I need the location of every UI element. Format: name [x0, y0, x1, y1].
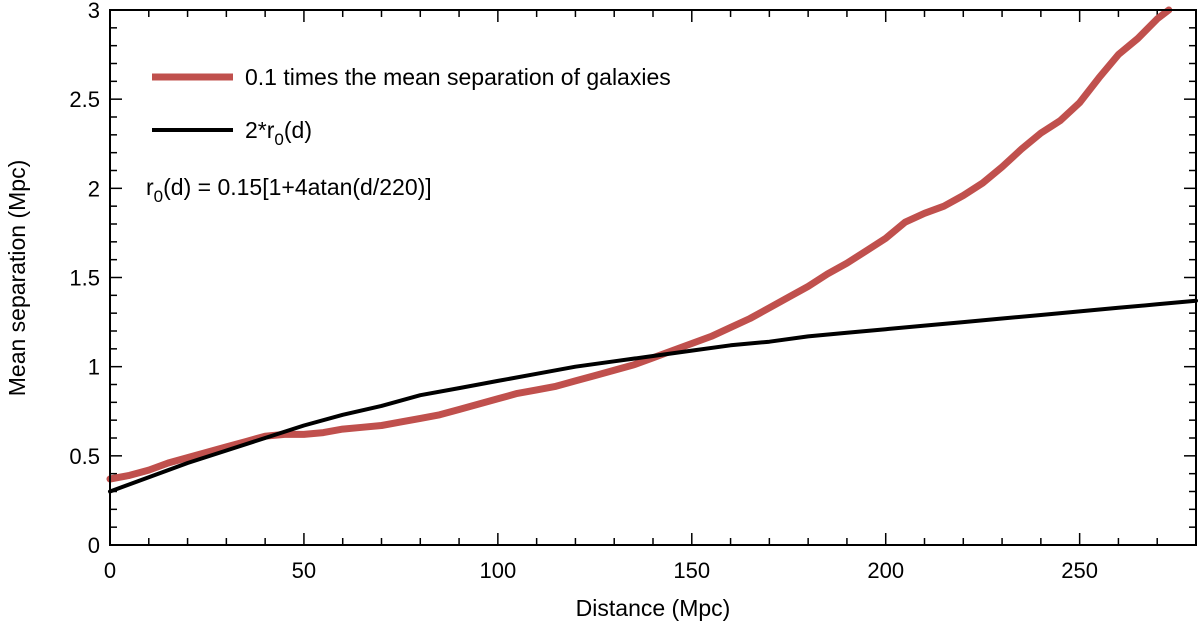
- series-line-2r0: [108, 298, 1198, 494]
- plot-frame: [109, 9, 1197, 546]
- series-line-galaxy-separation: [106, 6, 1173, 483]
- x-tick-label: 0: [104, 558, 116, 583]
- y-axis-label: Mean separation (Mpc): [4, 160, 30, 397]
- x-axis-label: Distance (Mpc): [576, 595, 731, 621]
- axis-ticks: [109, 9, 1197, 546]
- y-tick-label: 0.5: [69, 444, 100, 469]
- x-tick-label: 50: [292, 558, 316, 583]
- y-tick-label: 0: [88, 533, 100, 558]
- x-tick-label: 150: [673, 558, 710, 583]
- legend-label-galaxy-separation: 0.1 times the mean separation of galaxie…: [245, 64, 671, 90]
- y-tick-label: 2: [88, 176, 100, 201]
- x-tick-label: 250: [1061, 558, 1098, 583]
- x-tick-label: 200: [867, 558, 904, 583]
- legend: 0.1 times the mean separation of galaxie…: [152, 64, 671, 149]
- legend-label-2r0: 2*r0(d): [245, 117, 312, 149]
- x-tick-label: 100: [479, 558, 516, 583]
- y-tick-label: 1.5: [69, 266, 100, 291]
- y-tick-label: 1: [88, 355, 100, 380]
- y-tick-label: 2.5: [69, 87, 100, 112]
- y-tick-label: 3: [88, 0, 100, 23]
- series-layer: [106, 6, 1198, 494]
- formula-annotation: r0(d) = 0.15[1+4atan(d/220)]: [146, 174, 432, 206]
- tick-labels: 0 50 100 150 200 250 0 0.5 1 1.5 2 2.5 3: [69, 0, 1098, 583]
